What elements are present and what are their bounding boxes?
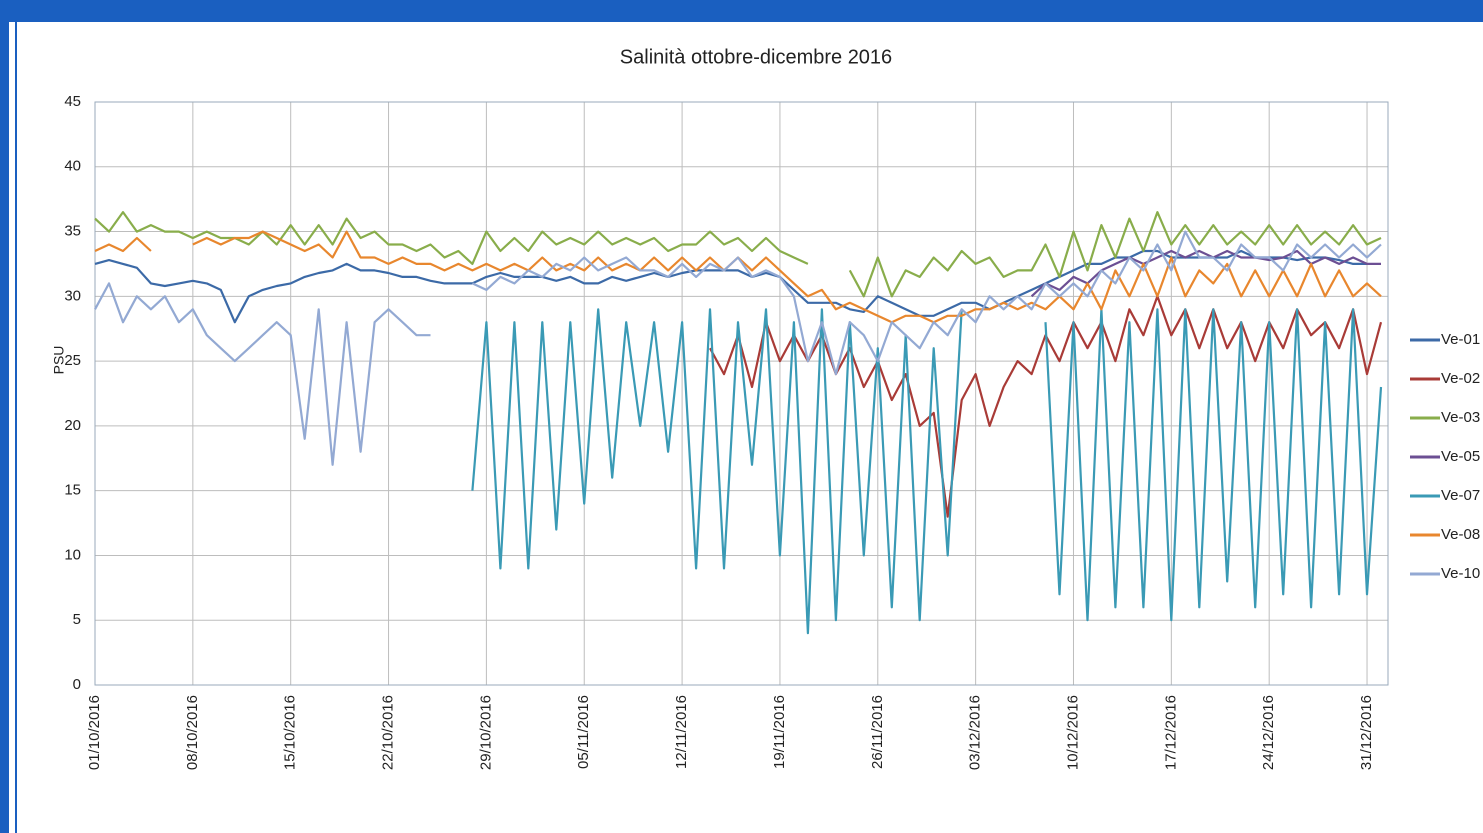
x-tick-label: 08/10/2016 (184, 695, 201, 770)
legend-label: Ve-02 (1441, 370, 1480, 387)
x-tick-label: 10/12/2016 (1064, 695, 1081, 770)
series-line (192, 230, 1382, 324)
series-line (94, 282, 431, 466)
series-line (471, 308, 963, 635)
x-tick-label: 17/12/2016 (1162, 695, 1179, 770)
legend-label: Ve-10 (1441, 565, 1480, 582)
legend-label: Ve-07 (1441, 487, 1480, 504)
y-tick-label: 10 (64, 546, 81, 563)
series-line (848, 211, 1382, 298)
y-tick-label: 20 (64, 417, 81, 434)
top-bar (0, 0, 1483, 22)
y-tick-label: 45 (64, 93, 81, 110)
x-tick-label: 29/10/2016 (477, 695, 494, 770)
series-line (1030, 249, 1381, 298)
x-tick-label: 24/12/2016 (1260, 695, 1277, 770)
x-tick-label: 19/11/2016 (771, 695, 788, 769)
series-line (94, 236, 152, 253)
y-tick-label: 15 (64, 482, 81, 499)
legend-label: Ve-01 (1441, 331, 1480, 348)
series-line (94, 249, 1367, 324)
y-axis-label: PSU (51, 346, 67, 375)
chart-title: Salinità ottobre-dicembre 2016 (620, 46, 892, 68)
left-bar (0, 22, 9, 833)
y-tick-label: 35 (64, 223, 81, 240)
y-tick-label: 30 (64, 287, 81, 304)
y-tick-label: 0 (73, 676, 81, 693)
series-line (471, 230, 1382, 376)
y-tick-label: 5 (73, 611, 81, 628)
y-tick-label: 25 (64, 352, 81, 369)
legend-label: Ve-03 (1441, 409, 1480, 426)
x-tick-label: 12/11/2016 (673, 695, 690, 769)
y-tick-label: 40 (64, 158, 81, 175)
x-tick-label: 03/12/2016 (967, 695, 984, 770)
legend-label: Ve-05 (1441, 448, 1480, 465)
x-tick-label: 26/11/2016 (869, 695, 886, 769)
legend-label: Ve-08 (1441, 526, 1480, 543)
series-line (94, 211, 809, 265)
x-tick-label: 22/10/2016 (380, 695, 397, 770)
series-line (1044, 308, 1383, 622)
left-line (15, 22, 17, 833)
plot-border (94, 101, 1389, 686)
x-tick-label: 05/11/2016 (575, 695, 592, 769)
x-tick-label: 15/10/2016 (282, 695, 299, 770)
x-tick-label: 01/10/2016 (86, 695, 103, 770)
x-tick-label: 31/12/2016 (1358, 695, 1375, 770)
